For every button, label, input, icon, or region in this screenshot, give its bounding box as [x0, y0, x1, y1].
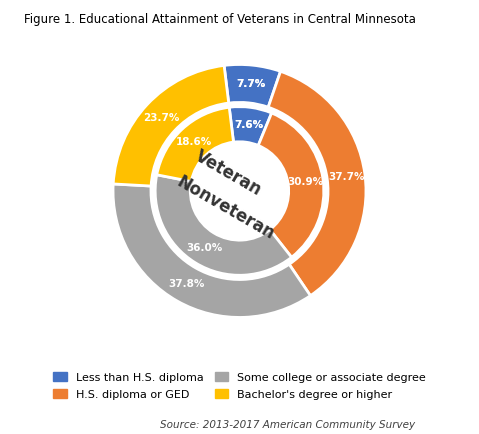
- Wedge shape: [229, 107, 272, 145]
- Text: 7.6%: 7.6%: [234, 120, 263, 130]
- Wedge shape: [224, 65, 281, 107]
- Text: Nonveteran: Nonveteran: [173, 173, 277, 243]
- Text: 23.7%: 23.7%: [143, 112, 179, 122]
- Text: 37.7%: 37.7%: [328, 172, 365, 182]
- Wedge shape: [157, 107, 233, 181]
- Wedge shape: [258, 113, 324, 257]
- Wedge shape: [113, 66, 228, 186]
- Wedge shape: [155, 175, 292, 275]
- Legend: Less than H.S. diploma, H.S. diploma or GED, Some college or associate degree, B: Less than H.S. diploma, H.S. diploma or …: [49, 368, 430, 404]
- Wedge shape: [268, 71, 366, 296]
- Text: 7.7%: 7.7%: [236, 79, 265, 89]
- Text: 18.6%: 18.6%: [176, 137, 212, 147]
- Text: 36.0%: 36.0%: [186, 243, 223, 253]
- Text: 30.9%: 30.9%: [287, 177, 324, 187]
- Text: 7.6%: 7.6%: [234, 120, 263, 130]
- Text: Veteran: Veteran: [192, 146, 265, 199]
- Text: 37.8%: 37.8%: [168, 279, 205, 289]
- Wedge shape: [113, 184, 310, 317]
- Text: Source: 2013-2017 American Community Survey: Source: 2013-2017 American Community Sur…: [160, 420, 415, 430]
- Text: 7.7%: 7.7%: [236, 79, 265, 89]
- Text: Figure 1. Educational Attainment of Veterans in Central Minnesota: Figure 1. Educational Attainment of Vete…: [24, 13, 416, 26]
